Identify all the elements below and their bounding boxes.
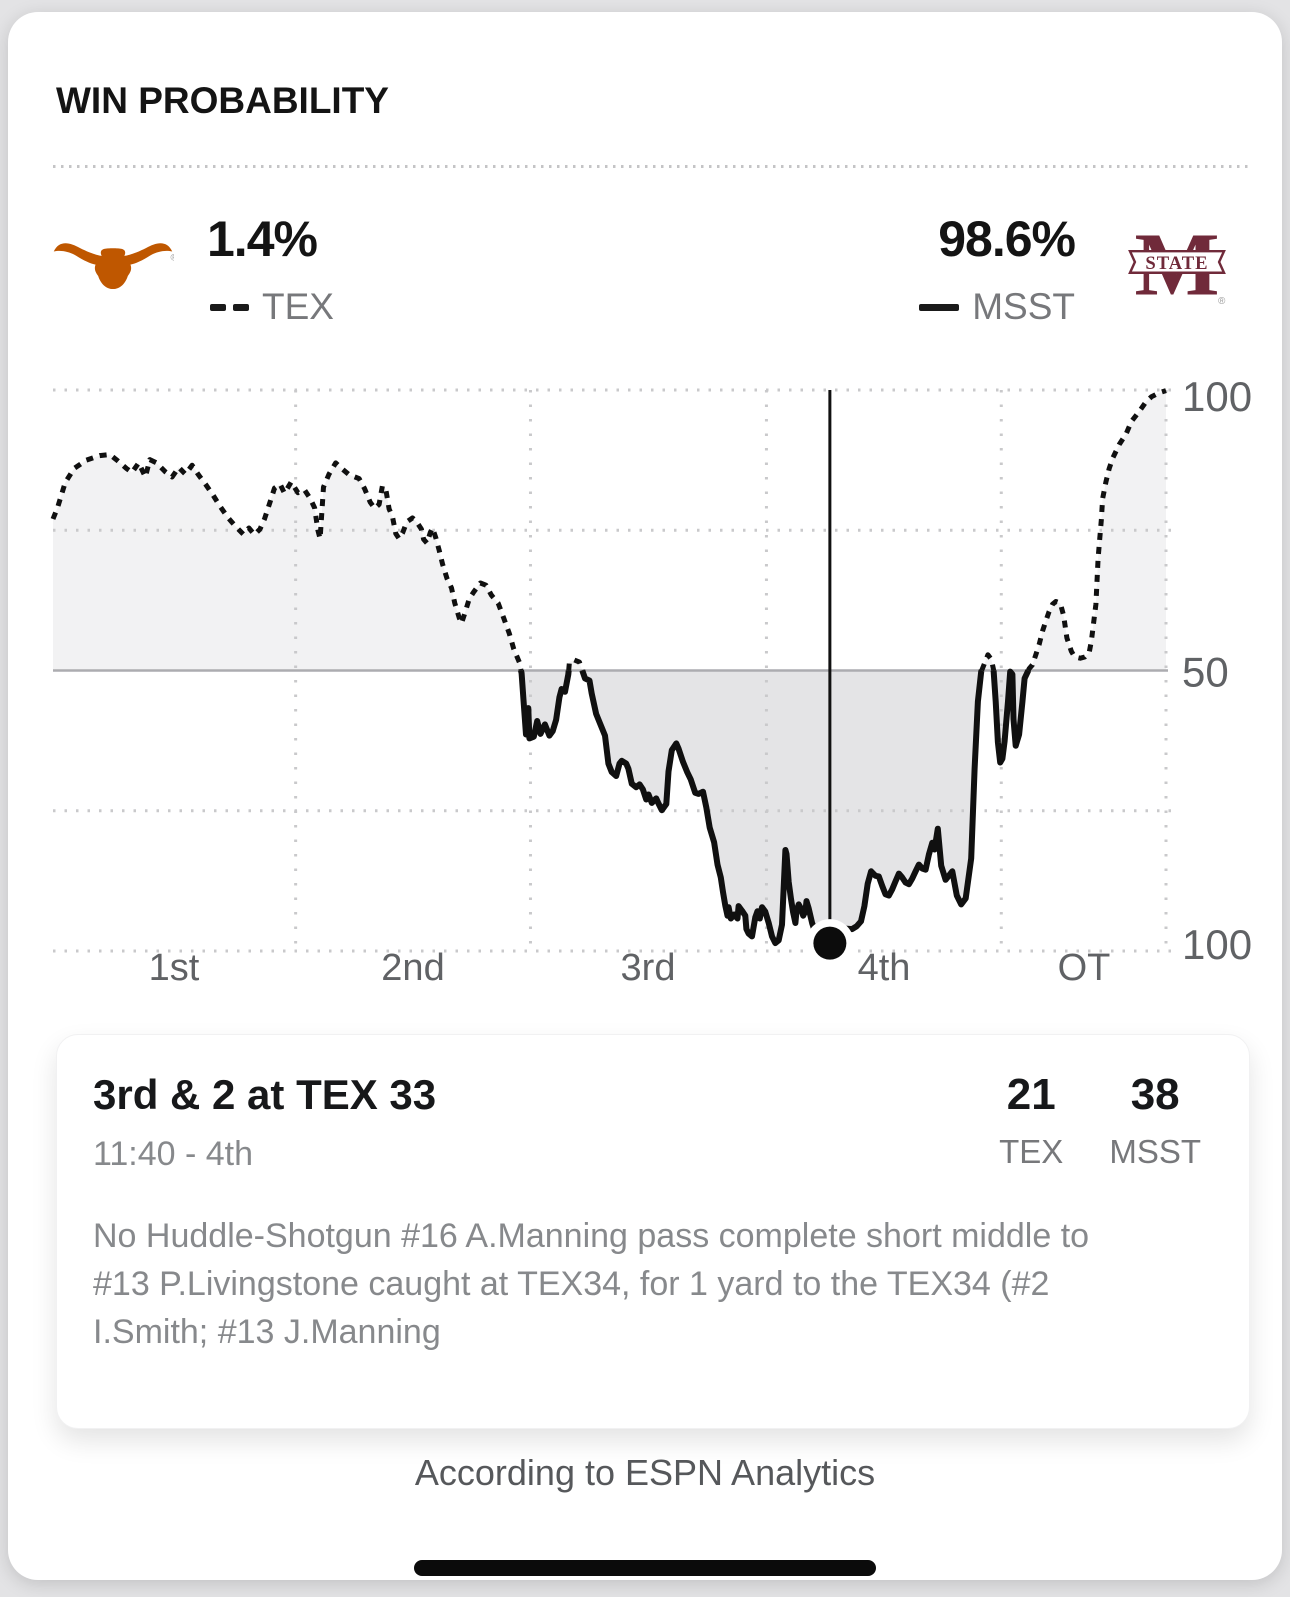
fill-tex-advantage [53,390,1166,671]
away-score-col: 21 TEX [999,1070,1064,1171]
down-and-distance: 3rd & 2 at TEX 33 [93,1071,437,1118]
away-win-pct: 1.4% [207,211,318,267]
texas-longhorns-logo: ® [52,222,178,302]
x-axis-label: 2nd [381,947,444,989]
home-abbr: MSST [972,286,1075,327]
y-axis-label: 100 [1182,921,1252,968]
y-axis-label: 50 [1182,649,1229,696]
play-card-header: 3rd & 2 at TEX 33 11:40 - 4th 21 TEX 38 … [93,1070,1201,1174]
svg-text:®: ® [1218,296,1226,307]
x-axis-label: 3rd [621,947,676,989]
home-score-team: MSST [1109,1133,1201,1171]
svg-text:®: ® [171,252,174,263]
solid-line-sample [919,303,960,311]
page-title: WIN PROBABILITY [56,80,389,121]
y-axis-label: 100 [1182,373,1252,420]
home-indicator-bar[interactable] [414,1560,876,1576]
away-score: 21 [1006,1070,1056,1119]
away-legend-row: TEX [210,286,334,327]
away-abbr: TEX [262,286,334,327]
dashed-line-sample [233,303,249,311]
svg-text:STATE: STATE [1145,253,1208,274]
wp-line-dashed-tex [50,452,524,671]
win-probability-chart[interactable]: 100 50 100 1st 2nd 3rd 4th OT [8,352,1290,1000]
win-probability-card: WIN PROBABILITY ® 1.4% TEX 98.6% MSST M … [8,12,1282,1580]
dashed-line-sample [210,303,226,311]
fill-msst-advantage [53,670,1166,944]
home-legend-row: MSST [919,286,1075,327]
wp-line-dashed-tex [979,652,997,672]
x-axis-label: OT [1058,947,1111,989]
mississippi-state-logo: M STATE ® [1128,214,1226,314]
wp-line-solid-msst [990,668,1032,766]
away-score-team: TEX [999,1133,1064,1171]
wp-line-dashed-tex [1026,388,1167,672]
play-detail-card[interactable]: 3rd & 2 at TEX 33 11:40 - 4th 21 TEX 38 … [56,1034,1250,1429]
play-situation: 3rd & 2 at TEX 33 11:40 - 4th [93,1071,436,1174]
wp-line-dashed-tex [566,657,585,672]
score-board: 21 TEX 38 MSST [999,1070,1201,1171]
x-axis-label: 4th [858,947,911,989]
analytics-attribution: According to ESPN Analytics [414,1452,876,1493]
x-axis-label: 1st [149,947,200,989]
home-score: 38 [1130,1070,1180,1119]
home-score-col: 38 MSST [1109,1070,1201,1171]
selected-play-marker-dot[interactable] [813,926,847,960]
game-clock: 11:40 - 4th [93,1135,254,1174]
play-description: No Huddle-Shotgun #16 A.Manning pass com… [93,1217,1090,1352]
home-win-pct: 98.6% [938,211,1076,267]
wp-line-solid-msst [579,668,985,947]
wp-line-solid-msst [518,669,572,742]
dotted-divider [53,165,1253,168]
